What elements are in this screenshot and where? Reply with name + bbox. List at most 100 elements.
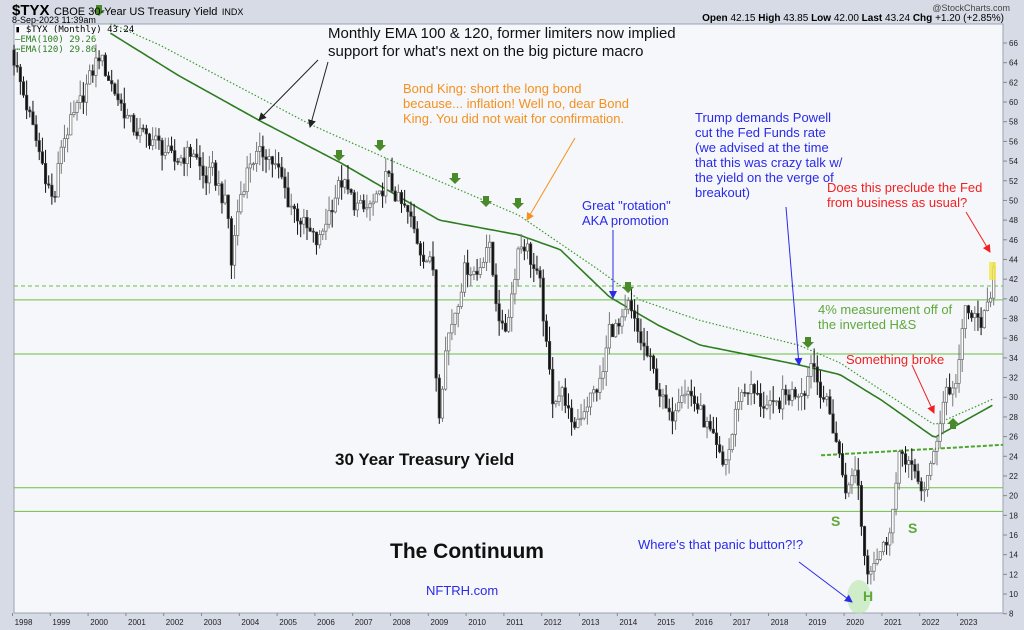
arrow-ema120 — [308, 61, 329, 128]
y-tick-label: 64 — [1009, 59, 1018, 68]
candle-up — [554, 401, 558, 405]
candle-up — [677, 402, 681, 412]
candle-down — [844, 474, 848, 494]
candle-down — [610, 324, 615, 338]
candle-up — [869, 570, 873, 575]
annotation-site: NFTRH.com — [426, 583, 499, 598]
legend-price: ▮ $TYX (Monthly) 43.24 — [15, 25, 134, 35]
candle-up — [302, 216, 306, 225]
x-tick-label: 2007 — [355, 618, 373, 627]
candle-down — [91, 70, 95, 76]
candle-up — [336, 180, 341, 199]
candle-down — [743, 391, 747, 394]
annotation-bond-king: Bond King: short the long bond because..… — [403, 81, 629, 126]
candle-down — [277, 163, 281, 168]
candle-down — [573, 421, 577, 428]
candle-down — [866, 555, 870, 575]
low-label: Low — [811, 13, 832, 24]
symbol: $TYX — [12, 2, 50, 19]
candle-up — [384, 170, 388, 197]
candle-up — [951, 387, 955, 395]
green-down-arrow-icon — [622, 282, 634, 293]
y-tick-label: 66 — [1009, 39, 1018, 48]
candle-down — [563, 387, 567, 406]
candle-up — [324, 223, 328, 232]
candle-down — [422, 254, 426, 262]
annotation-preclude: Does this preclude the Fed from business… — [827, 180, 982, 210]
candle-up — [579, 417, 583, 420]
candle-down — [116, 93, 120, 101]
annotation-panic: Where's that panic button?!? — [638, 537, 804, 552]
candle-up — [683, 393, 687, 397]
candle-down — [393, 190, 397, 202]
candle-up — [185, 146, 189, 165]
candle-down — [34, 124, 38, 141]
y-tick-label: 26 — [1009, 433, 1018, 442]
candle-up — [963, 305, 967, 329]
y-tick-label: 50 — [1009, 196, 1018, 205]
candle-up — [365, 207, 369, 210]
candle-down — [529, 243, 533, 265]
green-down-arrow-icon — [802, 337, 814, 348]
candle-up — [768, 400, 772, 406]
candle-up — [680, 395, 684, 403]
x-tick-label: 2000 — [90, 618, 108, 627]
y-tick-label: 30 — [1009, 393, 1018, 402]
last-value: 43.24 — [885, 13, 911, 24]
candle-up — [938, 423, 942, 442]
candle-down — [176, 161, 180, 163]
candle-up — [932, 451, 936, 464]
candle-down — [25, 94, 29, 111]
candle-down — [437, 377, 441, 419]
candle-down — [787, 394, 791, 401]
candle-up — [255, 150, 259, 165]
candle-up — [588, 392, 593, 408]
candle-up — [507, 317, 511, 332]
x-tick-label: 2022 — [922, 618, 940, 627]
candle-up — [765, 404, 769, 409]
candle-up — [614, 323, 618, 338]
annotation-continuum: The Continuum — [390, 540, 544, 563]
candle-down — [834, 432, 838, 442]
arrow-preclude — [965, 211, 991, 253]
candle-down — [195, 153, 199, 158]
candle-down — [541, 277, 545, 322]
green-up-arrow-icon — [947, 418, 959, 429]
candle-down — [828, 396, 832, 415]
candle-up — [673, 410, 678, 422]
candle-up — [210, 162, 215, 168]
candle-up — [163, 152, 167, 156]
candle-up — [472, 270, 476, 275]
candle-down — [831, 413, 835, 434]
candle-down — [658, 389, 662, 397]
x-tick-label: 2010 — [468, 618, 486, 627]
y-tick-label: 46 — [1009, 236, 1018, 245]
candle-up — [774, 400, 778, 403]
x-tick-label: 1998 — [15, 618, 33, 627]
candle-up — [321, 230, 325, 235]
candle-down — [642, 342, 646, 347]
candle-down — [81, 95, 85, 103]
candle-down — [822, 397, 826, 400]
label-left-shoulder: S — [831, 513, 841, 529]
candle-up — [459, 291, 463, 307]
label-head: H — [863, 588, 874, 604]
candle-up — [462, 262, 467, 293]
candle-up — [84, 83, 89, 103]
candle-down — [409, 211, 413, 217]
candle-down — [617, 323, 621, 327]
candle-up — [267, 156, 271, 160]
candle-down — [415, 228, 419, 244]
candle-up — [796, 395, 800, 398]
candle-up — [377, 190, 382, 195]
candle-up — [897, 451, 901, 484]
candle-down — [916, 470, 920, 482]
candle-up — [233, 235, 237, 266]
candle-down — [122, 103, 126, 119]
candle-up — [88, 70, 92, 85]
chg-label: Chg — [912, 13, 933, 24]
candle-down — [966, 305, 971, 314]
trump-line: cut the Fed Funds rate — [695, 125, 826, 140]
candle-down — [664, 394, 668, 409]
candle-down — [547, 341, 552, 370]
